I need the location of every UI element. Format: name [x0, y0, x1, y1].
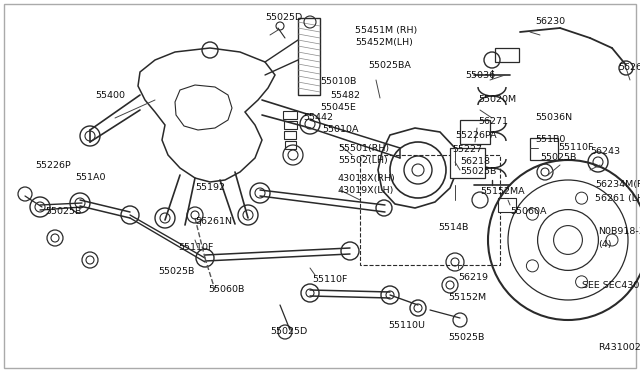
Text: 55192: 55192 — [195, 183, 225, 192]
Text: 55482: 55482 — [330, 90, 360, 99]
Text: 55025B: 55025B — [540, 154, 577, 163]
Text: 55152M: 55152M — [448, 294, 486, 302]
Text: 551B0: 551B0 — [535, 135, 565, 144]
Polygon shape — [378, 128, 458, 208]
Text: 56271: 56271 — [478, 118, 508, 126]
Text: 55025B: 55025B — [460, 167, 497, 176]
Text: 55451M (RH): 55451M (RH) — [355, 26, 417, 35]
Text: (4): (4) — [598, 241, 611, 250]
Text: 56261 (LH): 56261 (LH) — [595, 193, 640, 202]
Bar — [283, 111, 297, 119]
Text: 55452M(LH): 55452M(LH) — [355, 38, 413, 46]
Text: 55110F: 55110F — [558, 144, 593, 153]
Text: 55227: 55227 — [452, 145, 482, 154]
Polygon shape — [138, 48, 275, 182]
Text: 55045E: 55045E — [320, 103, 356, 112]
Text: 43019X(LH): 43019X(LH) — [338, 186, 394, 195]
Text: 55060A: 55060A — [510, 208, 547, 217]
Text: 55025D: 55025D — [270, 327, 307, 337]
Text: 55501(RH): 55501(RH) — [338, 144, 389, 153]
Text: 56261NA: 56261NA — [618, 64, 640, 73]
Bar — [360, 155, 500, 265]
Text: 55025B: 55025B — [448, 334, 484, 343]
Bar — [495, 48, 519, 62]
Text: 55025D: 55025D — [265, 13, 302, 22]
Text: 56243: 56243 — [590, 148, 620, 157]
Text: 55442: 55442 — [303, 113, 333, 122]
Text: 55036N: 55036N — [535, 113, 572, 122]
Text: 55110U: 55110U — [388, 321, 425, 330]
Text: 56218: 56218 — [460, 157, 490, 167]
Text: 56219: 56219 — [458, 273, 488, 282]
Text: 55502(LH): 55502(LH) — [338, 155, 388, 164]
Bar — [285, 141, 296, 149]
Text: 55036: 55036 — [465, 71, 495, 80]
Polygon shape — [298, 18, 320, 95]
Text: 55025BA: 55025BA — [368, 61, 411, 70]
Text: 55025B: 55025B — [158, 267, 195, 276]
Bar — [450, 148, 485, 178]
Text: 55010B: 55010B — [320, 77, 356, 87]
Bar — [460, 120, 490, 144]
Bar — [498, 198, 516, 212]
Text: N0B918-3401A: N0B918-3401A — [598, 228, 640, 237]
Text: 55152MA: 55152MA — [480, 187, 525, 196]
Text: 56234M(RH): 56234M(RH) — [595, 180, 640, 189]
Text: SEE SEC430: SEE SEC430 — [582, 280, 639, 289]
Text: 5514B: 5514B — [438, 224, 468, 232]
Text: 55110F: 55110F — [312, 276, 348, 285]
Text: 55010A: 55010A — [322, 125, 358, 135]
Text: 551A0: 551A0 — [75, 173, 106, 183]
Bar — [530, 138, 558, 160]
Text: 55226P: 55226P — [35, 160, 71, 170]
Text: 55025B: 55025B — [45, 208, 81, 217]
Bar — [284, 121, 297, 129]
Text: 55020M: 55020M — [478, 96, 516, 105]
Text: 55226PA: 55226PA — [455, 131, 497, 140]
Text: 55060B: 55060B — [208, 285, 244, 295]
Text: 55110F: 55110F — [178, 244, 213, 253]
Polygon shape — [175, 85, 232, 130]
Bar — [284, 131, 296, 139]
Text: 56261N: 56261N — [195, 218, 232, 227]
Text: 55400: 55400 — [95, 90, 125, 99]
Text: R4310024: R4310024 — [598, 343, 640, 353]
Text: 43018X(RH): 43018X(RH) — [338, 173, 396, 183]
Text: 56230: 56230 — [535, 17, 565, 26]
